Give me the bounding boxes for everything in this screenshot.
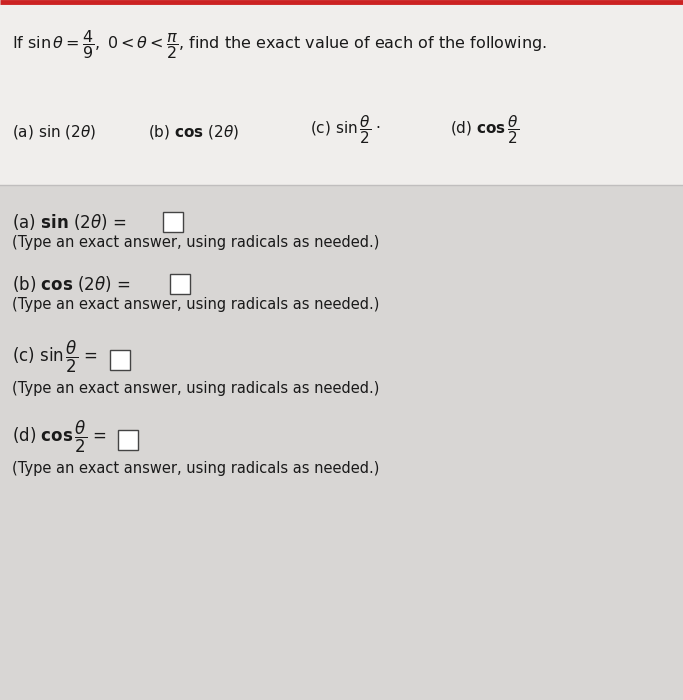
FancyBboxPatch shape — [163, 212, 183, 232]
FancyBboxPatch shape — [118, 430, 138, 450]
FancyBboxPatch shape — [170, 274, 190, 294]
Text: (b) $\mathbf{cos}$ (2$\theta$): (b) $\mathbf{cos}$ (2$\theta$) — [148, 123, 240, 141]
Text: (c) $\sin\dfrac{\theta}{2}$ ·: (c) $\sin\dfrac{\theta}{2}$ · — [310, 113, 381, 146]
Text: (Type an exact answer, using radicals as needed.): (Type an exact answer, using radicals as… — [12, 234, 379, 249]
FancyBboxPatch shape — [0, 185, 683, 700]
Text: (Type an exact answer, using radicals as needed.): (Type an exact answer, using radicals as… — [12, 297, 379, 312]
Text: (a) sin (2$\theta$): (a) sin (2$\theta$) — [12, 123, 96, 141]
Text: (d) $\mathbf{cos}\,\dfrac{\theta}{2}$ =: (d) $\mathbf{cos}\,\dfrac{\theta}{2}$ = — [12, 419, 109, 455]
Text: (b) $\mathbf{cos}$ (2$\theta$) =: (b) $\mathbf{cos}$ (2$\theta$) = — [12, 274, 133, 294]
Text: (a) $\mathbf{sin}$ (2$\theta$) =: (a) $\mathbf{sin}$ (2$\theta$) = — [12, 212, 128, 232]
Text: (d) $\mathbf{cos}\,\dfrac{\theta}{2}$: (d) $\mathbf{cos}\,\dfrac{\theta}{2}$ — [450, 113, 519, 146]
Text: (Type an exact answer, using radicals as needed.): (Type an exact answer, using radicals as… — [12, 381, 379, 395]
FancyBboxPatch shape — [110, 350, 130, 370]
Text: If $\sin\theta = \dfrac{4}{9},\; 0 < \theta < \dfrac{\pi}{2}$, find the exact va: If $\sin\theta = \dfrac{4}{9},\; 0 < \th… — [12, 29, 547, 62]
Text: (Type an exact answer, using radicals as needed.): (Type an exact answer, using radicals as… — [12, 461, 379, 475]
FancyBboxPatch shape — [0, 0, 683, 185]
Text: (c) $\sin\dfrac{\theta}{2}$ =: (c) $\sin\dfrac{\theta}{2}$ = — [12, 339, 100, 375]
